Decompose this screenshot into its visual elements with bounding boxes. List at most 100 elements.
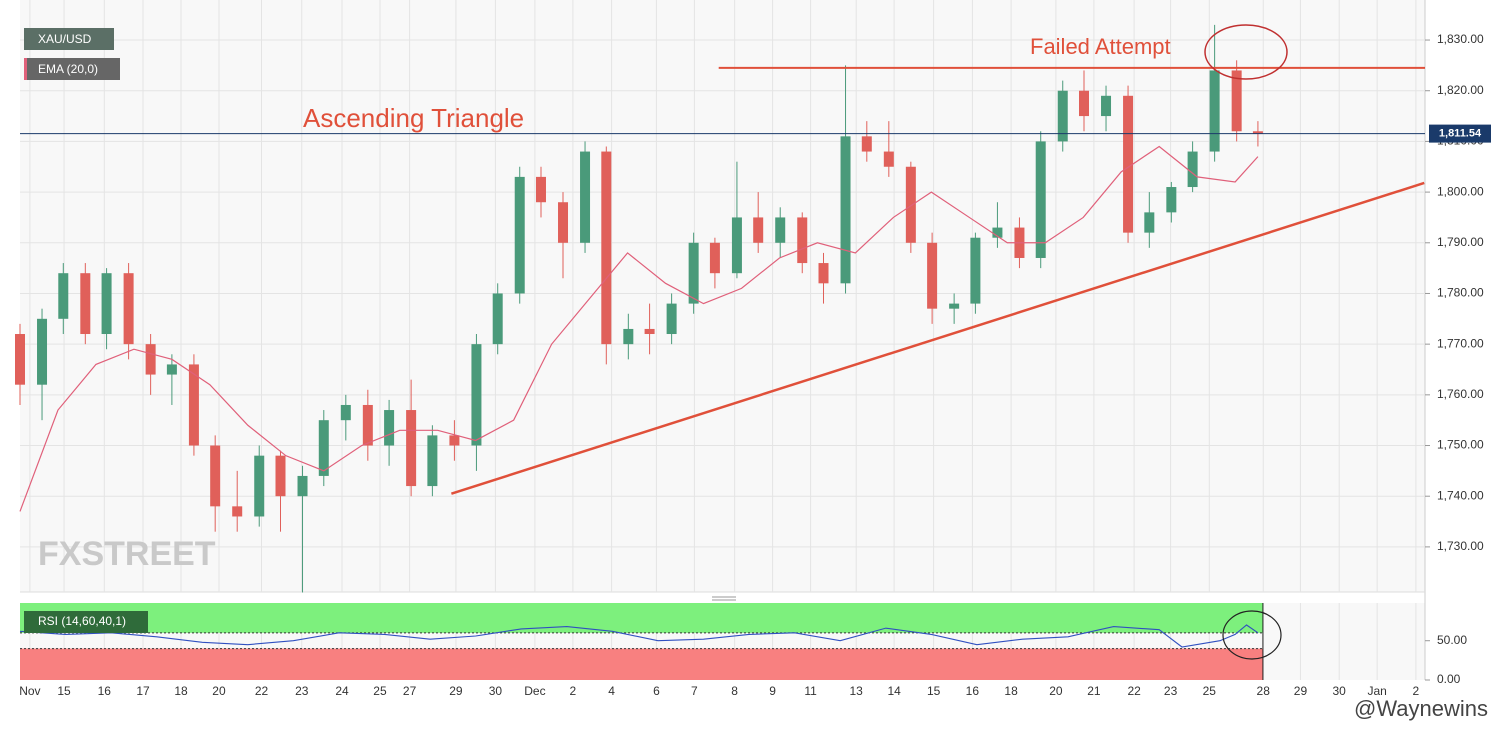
candle-body [1166,187,1177,213]
candle-body [818,263,829,284]
x-tick-label: 7 [691,684,698,698]
x-tick-label: 9 [769,684,776,698]
candle-body [297,475,308,497]
y-tick-label: 1,780.00 [1437,286,1484,300]
price-tag [1429,124,1491,143]
candle-body [688,242,699,304]
candle-body [1057,90,1068,142]
candle-body [927,242,938,309]
candle-body [580,151,591,243]
candle-body [210,445,221,507]
candle-body [1035,141,1046,258]
x-tick-label: 2 [1413,684,1420,698]
candle-body [15,334,25,385]
candle-body [1209,70,1220,152]
y-tick-label: 1,730.00 [1437,539,1484,553]
x-tick-label: 15 [57,684,71,698]
legend-swatch [24,58,27,80]
x-tick-label: 11 [804,684,817,698]
y-tick-label: 1,820.00 [1437,83,1484,97]
candle-body [1123,95,1134,233]
candle-body [275,455,286,497]
candle-body [970,237,981,304]
candle-body [145,344,156,375]
x-tick-label: 15 [927,684,941,698]
candle-body [1231,70,1242,132]
candle-body [254,455,265,517]
candle-body [666,303,677,335]
legend-rsi: RSI (14,60,40,1) [38,614,126,628]
legend-box [24,28,114,50]
highlight-ellipse [1222,610,1282,660]
candle-body [731,217,742,274]
candle-body [232,506,243,517]
x-tick-label: 27 [403,684,417,698]
candle-body [883,151,894,167]
candle-body [535,176,546,203]
x-tick-label: Jan [1367,684,1386,698]
candle-body [949,303,960,309]
candle-body [427,435,438,487]
x-tick-label: 2 [570,684,577,698]
candle-body [80,273,91,335]
y-tick-label: 1,740.00 [1437,488,1484,502]
candle-body [471,344,482,446]
candle-body [449,435,460,446]
candle-body [797,217,808,264]
x-tick-label: 29 [449,684,463,698]
x-tick-label: Nov [19,684,40,698]
x-tick-label: 30 [1333,684,1347,698]
x-tick-label: 25 [1203,684,1217,698]
candle-body [1144,212,1155,233]
candle-body [905,166,916,243]
annotation: Failed Attempt [1030,34,1171,59]
legend-ema: EMA (20,0) [38,62,98,76]
x-tick-label: 29 [1294,684,1308,698]
rsi-upper-zone [20,603,1263,633]
highlight-ellipse [1204,24,1288,80]
y-tick-label: 1,770.00 [1437,336,1484,350]
x-tick-label: 6 [653,684,660,698]
legend-symbol: XAU/USD [38,32,92,46]
candle-body [1252,131,1263,134]
candle-body [101,273,112,335]
x-tick-label: 24 [335,684,349,698]
price-tag-label: 1,811.54 [1439,128,1482,140]
rsi-line [19,624,1259,648]
candle-body [514,176,525,294]
x-tick-label: 25 [373,684,387,698]
candle-body [644,328,655,335]
candle-body [37,318,48,385]
x-tick-label: 21 [1087,684,1101,698]
y-tick-label: 50.00 [1437,633,1467,647]
candle-body [861,136,872,152]
candle-body [166,364,177,375]
y-tick-label: 0.00 [1437,672,1461,686]
candle-body [340,404,351,421]
rsi-lower-zone [20,648,1263,680]
candle-body [992,227,1003,238]
x-tick-label: 8 [731,684,738,698]
x-tick-label: 13 [849,684,863,698]
candle-body [58,273,69,319]
candle-body [709,242,720,274]
x-tick-label: 20 [212,684,226,698]
x-tick-label: 16 [98,684,112,698]
candle-body [406,410,417,487]
x-tick-label: 18 [1004,684,1018,698]
candle-body [384,410,395,446]
support-line [450,181,1425,495]
legend-box [24,58,120,80]
y-tick-label: 1,750.00 [1437,438,1484,452]
candle-body [558,202,569,243]
x-tick-label: 22 [1127,684,1141,698]
x-tick-label: 28 [1257,684,1271,698]
y-tick-label: 1,790.00 [1437,235,1484,249]
candle-body [601,151,612,345]
annotation: Ascending Triangle [303,103,524,133]
x-tick-label: 18 [174,684,188,698]
x-tick-label: 17 [136,684,150,698]
candle-body [775,217,786,243]
candle-body [753,217,764,243]
